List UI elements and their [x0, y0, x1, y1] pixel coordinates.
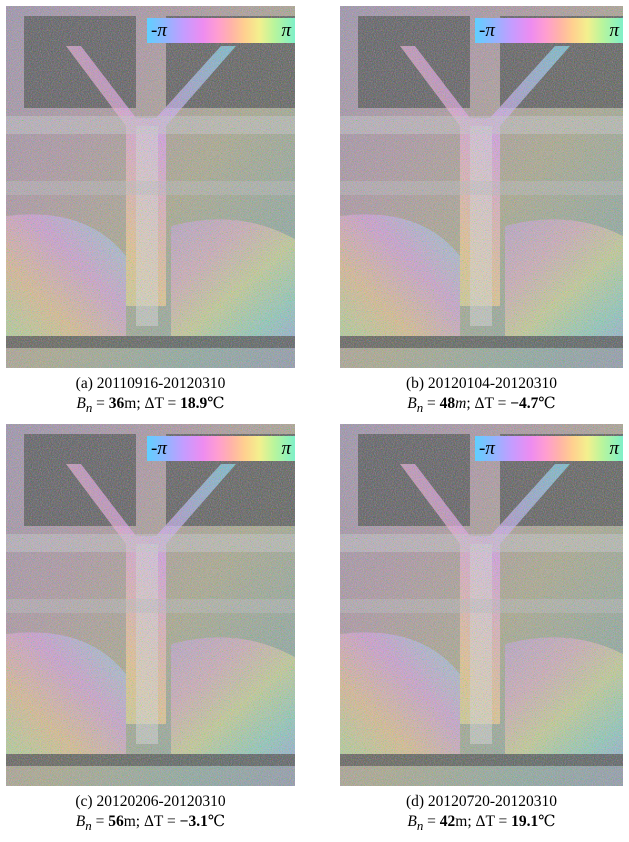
interferogram-image-a: -π π	[6, 6, 295, 368]
caption-dates: (c) 20120206-20120310	[75, 793, 226, 810]
temperature-diff-value: −4.7	[510, 395, 539, 412]
interferogram-image-c: -π π	[6, 424, 295, 786]
caption-dates: (a) 20110916-20120310	[75, 375, 226, 392]
panel-d: -π π (d) 20120720-20120310 Bn = 42m; ΔT …	[340, 424, 623, 833]
colorbar-min-label: -π	[479, 20, 495, 41]
panel-c: -π π (c) 20120206-20120310 Bn = 56m; ΔT …	[6, 424, 295, 833]
colorbar-max-label: π	[281, 20, 291, 41]
temperature-diff-value: −3.1	[179, 813, 208, 830]
interferogram-image-d: -π π	[340, 424, 623, 786]
temperature-diff-value: 18.9	[180, 395, 208, 412]
colorbar-min-label: -π	[479, 438, 495, 459]
panel-a: -π π (a) 20110916-20120310 Bn = 36m; ΔT …	[6, 6, 295, 415]
caption-parameters: Bn = 42m; ΔT = 19.1℃	[407, 813, 556, 834]
baseline-value: 56	[108, 813, 124, 830]
baseline-value: 42	[439, 813, 456, 830]
interferogram-image-b: -π π	[340, 6, 623, 368]
caption-dates: (b) 20120104-20120310	[405, 375, 558, 392]
caption-parameters: Bn = 36m; ΔT = 18.9℃	[76, 395, 225, 416]
colorbar-max-label: π	[609, 20, 619, 41]
caption-dates: (d) 20120720-20120310	[405, 793, 558, 810]
panel-b: -π π (b) 20120104-20120310 Bn = 48m; ΔT …	[340, 6, 623, 415]
caption-parameters: Bn = 56m; ΔT = −3.1℃	[75, 813, 226, 834]
colorbar-min-label: -π	[151, 20, 167, 41]
baseline-value: 36	[108, 395, 125, 412]
caption-parameters: Bn = 48m; ΔT = −4.7℃	[407, 395, 556, 416]
phase-colorbar: -π π	[475, 18, 623, 43]
colorbar-max-label: π	[281, 438, 291, 459]
phase-colorbar: -π π	[147, 436, 295, 461]
phase-colorbar: -π π	[147, 18, 295, 43]
baseline-value: 48	[439, 395, 456, 412]
colorbar-max-label: π	[609, 438, 619, 459]
phase-colorbar: -π π	[475, 436, 623, 461]
temperature-diff-value: 19.1	[511, 813, 539, 830]
colorbar-min-label: -π	[151, 438, 167, 459]
